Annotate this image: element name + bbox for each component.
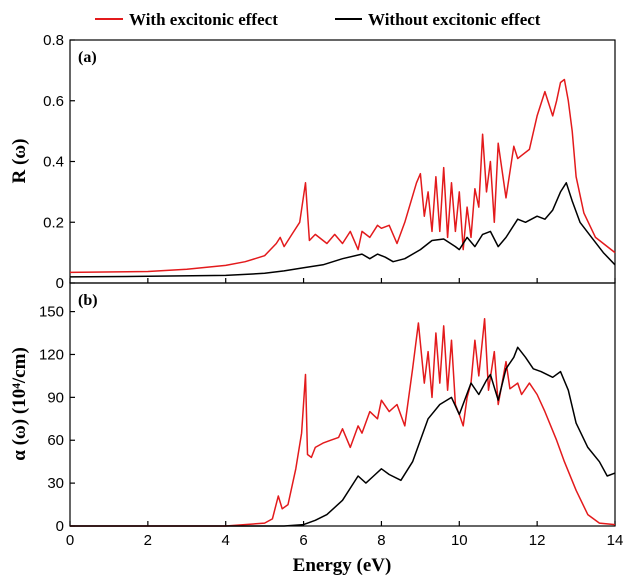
panel-b-ytick-label: 60 — [47, 432, 64, 449]
panel-b-ylabel: α (ω) (10⁴/cm) — [9, 347, 30, 461]
panel-a-series-without-excitonic — [69, 182, 616, 278]
panel-a-series — [69, 78, 616, 278]
panel-b-xticks: 0 2 4 6 8 10 12 14 — [66, 521, 624, 549]
panel-a-frame — [69, 39, 616, 284]
x-tick-label: 14 — [607, 532, 624, 549]
panel-a-ytick-label: 0.8 — [43, 32, 64, 49]
panel-a-label: (a) — [78, 49, 97, 66]
panel-a-ylabel: R (ω) — [9, 138, 30, 183]
legend-label-with-excitonic: With excitonic effect — [129, 10, 278, 29]
panel-a-xticks — [69, 278, 616, 283]
panel-a-yticks: 0 0.2 0.4 0.6 0.8 — [43, 32, 75, 292]
x-tick-label: 12 — [529, 532, 546, 549]
panel-b-ytick-label: 30 — [47, 475, 64, 492]
x-tick-label: 2 — [144, 532, 152, 549]
legend: With excitonic effect Without excitonic … — [95, 10, 541, 29]
panel-a: 0 0.2 0.4 0.6 0.8 (a) R (ω) — [9, 32, 616, 292]
panel-a-ytick-label: 0 — [56, 275, 64, 292]
panel-a-series-with-excitonic — [69, 78, 616, 274]
x-axis-label: Energy (eV) — [293, 555, 392, 576]
panel-b-ytick-label: 90 — [47, 389, 64, 406]
panel-b-ytick-label: 150 — [39, 304, 64, 321]
panel-b-label: (b) — [78, 292, 98, 309]
x-tick-label: 4 — [222, 532, 230, 549]
panel-b-ytick-label: 0 — [56, 518, 64, 535]
panel-b: 0 30 60 90 120 150 0 2 4 6 8 10 12 14 (b) α (ω) (10⁴… — [9, 282, 624, 576]
panel-a-ytick-label: 0.6 — [43, 93, 64, 110]
panel-b-frame — [69, 282, 616, 527]
panel-b-series — [70, 317, 616, 527]
panel-b-series-without-excitonic — [70, 346, 616, 527]
legend-label-without-excitonic: Without excitonic effect — [368, 10, 541, 29]
x-tick-label: 10 — [451, 532, 468, 549]
panel-b-series-with-excitonic — [70, 317, 616, 527]
panel-a-ytick-label: 0.2 — [43, 214, 64, 231]
panel-a-ytick-label: 0.4 — [43, 154, 64, 171]
panel-b-ytick-label: 120 — [39, 346, 64, 363]
x-tick-label: 8 — [377, 532, 385, 549]
x-tick-label: 6 — [299, 532, 307, 549]
x-tick-label: 0 — [66, 532, 74, 549]
